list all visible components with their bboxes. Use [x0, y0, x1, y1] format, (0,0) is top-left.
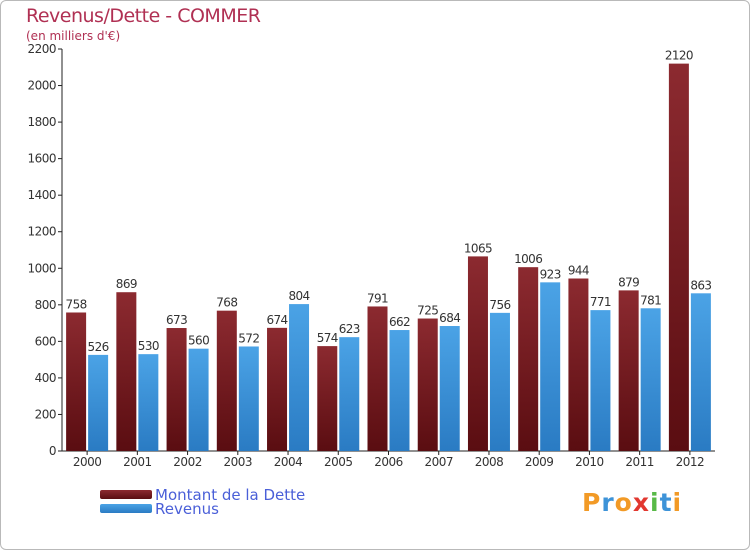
- legend-label-revenue: Revenus: [155, 500, 219, 518]
- x-tick-label: 2008: [475, 455, 504, 469]
- bar-debt: [417, 318, 438, 451]
- y-tick-label: 1400: [27, 188, 56, 202]
- y-tick-label: 1000: [27, 261, 56, 275]
- chart-bars: [66, 63, 711, 451]
- y-tick-label: 400: [35, 371, 56, 385]
- data-label-debt: 1006: [514, 252, 542, 266]
- x-tick-label: 2003: [224, 455, 253, 469]
- bar-revenue: [540, 282, 561, 451]
- logo-letter: P: [582, 488, 602, 517]
- bar-revenue: [138, 354, 159, 451]
- chart-axes: 0 200 400 600 800 1000 1200 1400 1600 1800 2000 220…: [27, 42, 715, 469]
- x-tick-label: 2006: [374, 455, 403, 469]
- bar-debt: [267, 327, 288, 451]
- chart-subtitle: (en milliers d'€): [26, 29, 121, 43]
- bar-debt: [568, 278, 589, 451]
- y-tick-label: 600: [35, 334, 56, 348]
- y-tick-label: 1800: [27, 115, 56, 129]
- bar-revenue: [188, 348, 209, 451]
- data-label-revenue: 804: [288, 289, 309, 303]
- data-label-revenue: 526: [88, 340, 109, 354]
- data-label-revenue: 662: [389, 315, 410, 329]
- bar-debt: [618, 290, 639, 451]
- bar-debt: [317, 346, 338, 451]
- bar-revenue: [590, 310, 611, 451]
- x-tick-label: 2002: [173, 455, 202, 469]
- data-label-debt: 674: [266, 313, 287, 327]
- data-label-revenue: 756: [489, 298, 510, 312]
- bar-revenue: [489, 312, 510, 451]
- legend-swatch-debt: [100, 490, 152, 499]
- x-tick-label: 2007: [424, 455, 453, 469]
- bar-revenue: [439, 326, 460, 451]
- data-label-debt: 574: [317, 331, 338, 345]
- y-tick-label: 200: [35, 407, 56, 421]
- data-label-revenue: 781: [640, 293, 661, 307]
- x-tick-label: 2005: [324, 455, 353, 469]
- data-label-revenue: 623: [339, 322, 360, 336]
- bar-revenue: [640, 308, 661, 451]
- bar-debt: [518, 267, 539, 451]
- x-tick-label: 2011: [625, 455, 654, 469]
- data-label-revenue: 530: [138, 339, 159, 353]
- x-tick-label: 2009: [525, 455, 554, 469]
- data-label-debt: 944: [568, 264, 589, 278]
- bar-debt: [367, 306, 388, 451]
- data-label-debt: 758: [66, 297, 87, 311]
- x-tick-label: 2012: [676, 455, 705, 469]
- data-label-revenue: 863: [690, 278, 711, 292]
- data-label-revenue: 771: [590, 295, 611, 309]
- y-tick-label: 1600: [27, 152, 56, 166]
- data-label-debt: 725: [417, 304, 438, 318]
- bar-revenue: [389, 330, 410, 451]
- bar-debt: [216, 310, 237, 451]
- data-label-revenue: 923: [540, 267, 561, 281]
- y-tick-label: 1200: [27, 225, 56, 239]
- logo-letter: i: [650, 488, 660, 517]
- chart-data-labels: 7585268695306735607685726748045746237916…: [66, 49, 712, 354]
- y-tick-label: 2000: [27, 79, 56, 93]
- data-label-debt: 673: [166, 313, 187, 327]
- legend-swatch-revenue: [100, 504, 152, 513]
- bar-revenue: [339, 337, 360, 451]
- bar-debt: [116, 292, 137, 451]
- chart-title: Revenus/Dette - COMMER: [26, 5, 261, 27]
- bar-debt: [467, 256, 488, 451]
- y-tick-label: 0: [49, 444, 56, 458]
- data-label-revenue: 572: [238, 331, 259, 345]
- y-tick-label: 800: [35, 298, 56, 312]
- logo-letter: o: [614, 488, 633, 517]
- bar-debt: [166, 328, 187, 451]
- x-tick-label: 2001: [123, 455, 152, 469]
- data-label-debt: 879: [618, 275, 639, 289]
- logo-letter: x: [632, 488, 650, 517]
- data-label-revenue: 560: [188, 334, 209, 348]
- bar-revenue: [88, 354, 109, 451]
- x-tick-label: 2010: [575, 455, 604, 469]
- legend-label-debt: Montant de la Dette: [155, 486, 306, 504]
- data-label-debt: 768: [216, 296, 237, 310]
- bar-revenue: [690, 293, 711, 451]
- data-label-revenue: 684: [439, 311, 460, 325]
- logo-letter: t: [659, 488, 673, 517]
- bar-revenue: [238, 346, 259, 451]
- bar-debt: [66, 312, 87, 451]
- proxiti-logo: Proxiti: [582, 488, 682, 517]
- data-label-debt: 791: [367, 291, 388, 305]
- data-label-debt: 869: [116, 277, 137, 291]
- x-tick-label: 2004: [274, 455, 303, 469]
- bar-debt: [668, 63, 689, 451]
- y-tick-label: 2200: [27, 42, 56, 56]
- logo-letter: r: [601, 488, 615, 517]
- data-label-debt: 2120: [665, 49, 693, 63]
- logo-letter: i: [672, 488, 683, 517]
- x-tick-label: 2000: [73, 455, 102, 469]
- data-label-debt: 1065: [464, 241, 492, 255]
- bar-revenue: [289, 304, 310, 451]
